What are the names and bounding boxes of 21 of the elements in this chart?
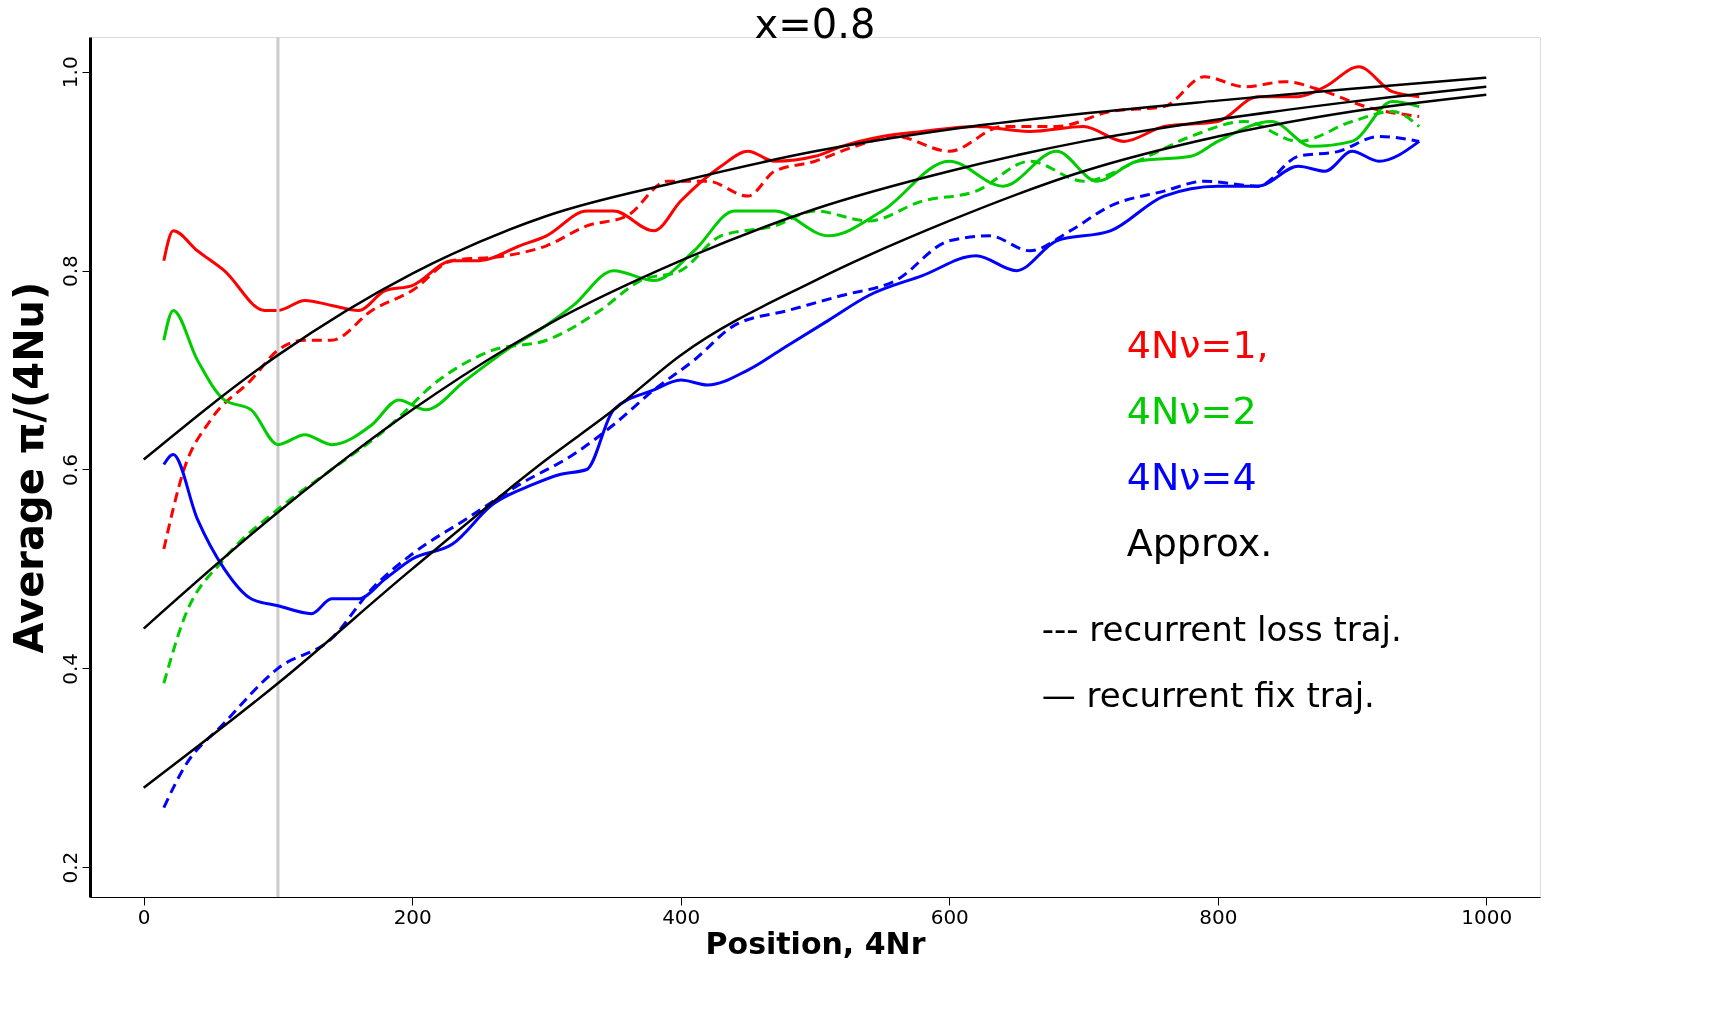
text: 4Nν=4 [1126, 454, 1257, 499]
y-tick-label: 0.2 [57, 851, 82, 884]
x-axis-title: Position, 4Nr [705, 925, 926, 961]
y-tick-label: 1.0 [57, 56, 82, 89]
x-tick-label: 200 [393, 904, 432, 929]
y-axis-title: Average π/(4Nu) [5, 281, 52, 654]
x-tick-label: 600 [930, 904, 969, 929]
x-tick-label: 1000 [1461, 904, 1513, 929]
annotation: — recurrent fix traj. [1041, 674, 1375, 715]
y-tick-label: 0.6 [57, 454, 82, 486]
text: 4Nν=2 [1126, 388, 1257, 433]
y-tick-label: 0.4 [57, 652, 82, 685]
x-tick-label: 0 [137, 904, 151, 929]
x-tick-label: 400 [662, 904, 701, 929]
text: Approx. [1126, 520, 1273, 565]
text: 4Nν=1, [1126, 322, 1269, 367]
y-tick-label: 0.8 [57, 255, 82, 288]
line-series [142, 76, 1488, 461]
chart-title: x=0.8 [754, 0, 876, 47]
x-tick-label: 800 [1199, 904, 1238, 929]
annotation: --- recurrent loss traj. [1041, 608, 1402, 649]
